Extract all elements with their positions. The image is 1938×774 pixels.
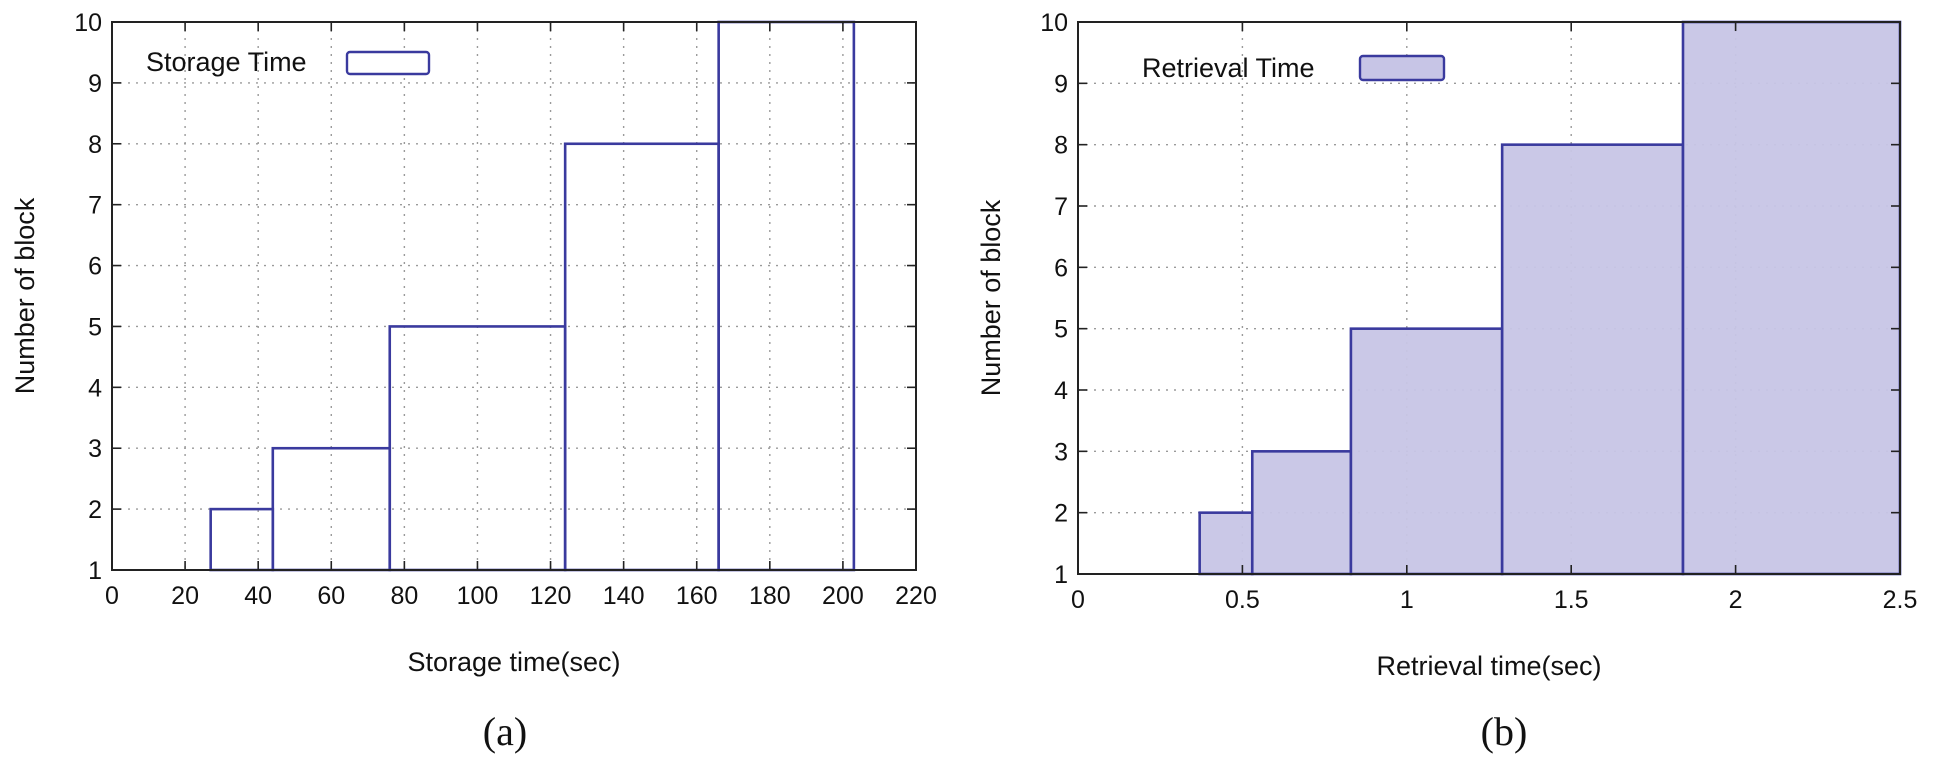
y-axis-label-b: Number of block	[976, 199, 1006, 396]
y-tick-label-b: 7	[1054, 193, 1068, 221]
x-tick-label-a: 200	[822, 582, 864, 610]
y-axis-label-a: Number of block	[10, 197, 40, 394]
bar-b-2	[1250, 450, 1353, 576]
x-tick-label-b: 2.5	[1883, 586, 1918, 614]
bar-b-5	[1681, 20, 1902, 576]
bar-b-1	[1198, 511, 1254, 576]
legend-label-a: Storage Time	[146, 47, 307, 77]
bar-b-4	[1500, 143, 1685, 576]
legend-label-b: Retrieval Time	[1142, 53, 1315, 83]
y-tick-label-a: 1	[88, 557, 102, 585]
x-tick-label-a: 20	[171, 582, 199, 610]
x-tick-label-b: 0	[1071, 586, 1085, 614]
y-tick-label-b: 4	[1054, 377, 1068, 405]
x-tick-label-a: 80	[390, 582, 418, 610]
x-tick-label-a: 0	[105, 582, 119, 610]
x-tick-label-a: 140	[603, 582, 645, 610]
y-tick-label-a: 10	[74, 9, 102, 37]
chart-panel-a: 0 20 40 60 80 100 120 140 160 180 200 220 1 2 3 4 5 6 7 8 9 1…	[10, 9, 937, 754]
bars-a	[209, 20, 856, 572]
y-tick-label-a: 5	[88, 313, 102, 341]
bar-a-5	[717, 20, 856, 572]
chart-panel-b: 0 0.5 1 1.5 2 2.5 1 2 3 4 5 6 7 8 9 10 Retrieval time(s…	[976, 9, 1917, 754]
y-tick-label-b: 6	[1054, 254, 1068, 282]
x-axis-label-b: Retrieval time(sec)	[1376, 651, 1601, 681]
x-tick-label-b: 2	[1729, 586, 1743, 614]
bar-b-3	[1349, 327, 1504, 576]
bar-a-4	[563, 142, 720, 572]
plot-frame-b	[1077, 21, 1901, 575]
y-tick-label-a: 7	[88, 192, 102, 220]
grid-a	[112, 22, 916, 570]
bar-a-1	[209, 507, 275, 572]
legend-a: Storage Time	[146, 47, 431, 77]
ticks-a: 0 20 40 60 80 100 120 140 160 180 200 220 1 2 3 4 5 6 7 8 9 1…	[74, 9, 937, 610]
y-tick-label-a: 2	[88, 496, 102, 524]
y-tick-label-a: 4	[88, 374, 102, 402]
legend-b: Retrieval Time	[1142, 53, 1446, 83]
x-tick-label-b: 1	[1400, 586, 1414, 614]
y-tick-label-a: 8	[88, 131, 102, 159]
y-tick-label-b: 1	[1054, 561, 1068, 589]
legend-swatch-b	[1358, 54, 1446, 82]
ticks-b: 0 0.5 1 1.5 2 2.5 1 2 3 4 5 6 7 8 9 10	[1040, 9, 1917, 614]
x-tick-label-b: 0.5	[1225, 586, 1260, 614]
y-tick-label-b: 9	[1054, 70, 1068, 98]
x-tick-label-a: 40	[244, 582, 272, 610]
x-tick-label-a: 220	[895, 582, 937, 610]
y-tick-label-a: 3	[88, 435, 102, 463]
caption-a: (a)	[483, 709, 527, 754]
x-tick-label-a: 100	[457, 582, 499, 610]
x-tick-label-a: 120	[530, 582, 572, 610]
x-axis-label-a: Storage time(sec)	[407, 647, 620, 677]
plot-frame-a	[111, 21, 917, 571]
bars-b	[1198, 20, 1902, 576]
x-tick-label-a: 180	[749, 582, 791, 610]
y-tick-label-b: 8	[1054, 132, 1068, 160]
y-tick-label-b: 10	[1040, 9, 1068, 37]
y-tick-label-b: 3	[1054, 438, 1068, 466]
y-tick-label-b: 5	[1054, 316, 1068, 344]
y-tick-label-a: 6	[88, 253, 102, 281]
x-tick-label-a: 60	[317, 582, 345, 610]
y-tick-label-b: 2	[1054, 500, 1068, 528]
legend-swatch-a	[345, 50, 431, 76]
x-tick-label-b: 1.5	[1554, 586, 1589, 614]
y-tick-label-a: 9	[88, 70, 102, 98]
caption-b: (b)	[1481, 709, 1528, 754]
x-tick-label-a: 160	[676, 582, 718, 610]
